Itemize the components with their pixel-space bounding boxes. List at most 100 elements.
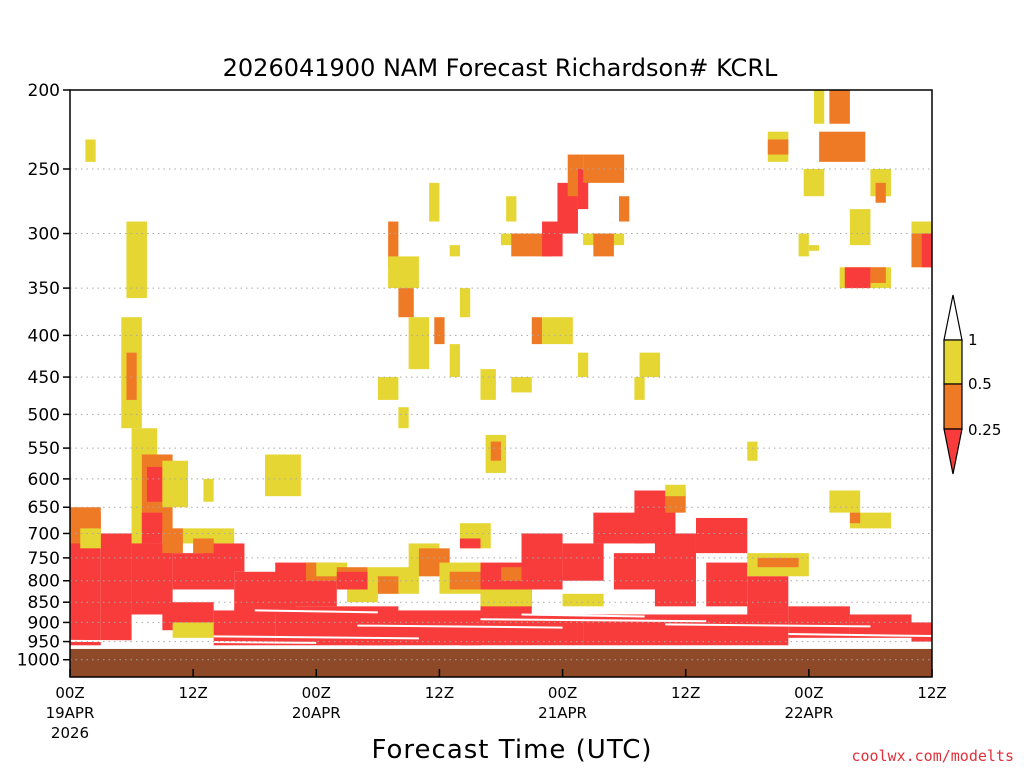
chart-title: 2026041900 NAM Forecast Richardson# KCRL: [223, 54, 778, 82]
ri-cell-yellow: [203, 478, 214, 502]
x-tick-label-hour: 12Z: [178, 684, 207, 702]
ri-cell-yellow: [377, 377, 399, 400]
ri-cell-red: [521, 533, 563, 590]
x-tick-label-hour: 12Z: [671, 684, 700, 702]
ri-cell-yellow: [501, 233, 517, 246]
y-tick-label-700: 700: [28, 524, 60, 544]
ri-cell-red: [213, 610, 276, 646]
ri-cell-orange: [757, 557, 799, 568]
legend-label-0.25: 0.25: [968, 421, 1001, 439]
pressure-gridlines: [70, 168, 932, 661]
y-tick-label-800: 800: [28, 572, 60, 592]
ri-cell-orange: [434, 317, 445, 345]
ri-cell-yellow: [542, 317, 573, 345]
ri-cell-red: [100, 533, 132, 642]
ri-cell-red: [336, 571, 368, 590]
ri-cell-red: [141, 512, 163, 544]
ri-cell-orange: [501, 567, 522, 581]
ri-cell-yellow: [747, 441, 758, 461]
ri-cell-red: [849, 614, 912, 638]
ri-cell-orange: [849, 512, 861, 524]
y-tick-label-450: 450: [28, 368, 60, 388]
ri-cell-yellow: [388, 256, 419, 289]
ri-cell-orange: [490, 441, 501, 461]
ri-cell-orange: [162, 528, 183, 554]
legend-below-0.25: [943, 428, 963, 475]
y-tick-label-900: 900: [28, 613, 60, 633]
ri-cell-red: [146, 466, 163, 502]
ri-cell-yellow: [459, 288, 471, 318]
ri-cell-yellow: [803, 168, 825, 197]
y-tick-label-550: 550: [28, 439, 60, 459]
y-tick-label-950: 950: [28, 633, 60, 653]
x-axis-label: Forecast Time (UTC): [371, 735, 652, 765]
ri-cell-yellow: [162, 460, 189, 508]
ri-cell-red: [577, 168, 589, 210]
ri-cell-orange: [531, 317, 543, 345]
legend-swatch-yellow: [943, 339, 963, 385]
ground-below-surface: [70, 648, 932, 677]
y-tick-label-1000: 1000: [17, 651, 60, 671]
ri-cell-red: [583, 614, 789, 646]
x-tick-label-year: 2026: [51, 724, 89, 742]
ri-cell-yellow: [798, 233, 809, 257]
ri-cell-red: [654, 533, 696, 607]
x-tick-label-hour: 00Z: [302, 684, 331, 702]
ri-gap-line: [788, 633, 932, 638]
ri-cell-orange: [126, 352, 137, 400]
legend-swatch-orange: [943, 383, 963, 430]
x-tick-label-hour: 00Z: [55, 684, 84, 702]
ri-cell-orange: [449, 571, 481, 590]
credit-text: coolwx.com/modelts: [851, 747, 1014, 765]
y-tick-label-750: 750: [28, 549, 60, 569]
y-tick-label-350: 350: [28, 279, 60, 299]
ri-cell-yellow: [398, 407, 409, 429]
ri-cell-red: [844, 267, 871, 289]
ri-cell-red: [562, 543, 604, 581]
ri-cell-orange: [767, 139, 789, 155]
ri-cell-yellow: [511, 377, 532, 393]
ri-cell-orange: [870, 267, 886, 284]
legend-label-0.5: 0.5: [968, 375, 992, 393]
ri-cell-orange: [875, 182, 886, 203]
ri-cell-yellow: [80, 528, 101, 549]
ground-fill: [70, 648, 932, 677]
x-axis-forecast-time: 00Z 19APR 2026 12Z 00Z 20APR 12Z 00Z 21APR 12Z 00Z…: [46, 669, 947, 742]
y-tick-label-250: 250: [28, 160, 60, 180]
ri-gap-line: [665, 623, 871, 628]
ri-cell-yellow: [85, 139, 96, 162]
ri-cell-yellow: [126, 221, 147, 299]
ri-cell-red: [459, 538, 481, 549]
ri-cell-red: [542, 221, 563, 257]
ri-cell-orange: [193, 538, 214, 554]
y-tick-label-400: 400: [28, 326, 60, 346]
ri-cell-yellow: [932, 553, 942, 562]
ri-cell-yellow: [577, 352, 589, 378]
ri-cell-yellow: [808, 245, 820, 251]
x-tick-label-hour: 12Z: [917, 684, 946, 702]
ri-gap-line: [480, 618, 707, 623]
ri-cell-yellow: [639, 352, 661, 378]
x-tick-label-date: 20APR: [292, 704, 341, 722]
y-tick-label-650: 650: [28, 498, 60, 518]
y-tick-label-500: 500: [28, 405, 60, 425]
ri-gap-line: [70, 639, 317, 644]
ri-cell-yellow: [665, 484, 686, 497]
legend-above-1: [943, 294, 963, 341]
ri-cell-yellow: [932, 630, 942, 641]
ri-cell-yellow: [264, 454, 301, 497]
y-axis-pressure: 200 250 300 350 400 450 500 550 600 650 700 750 8008…: [17, 81, 70, 671]
ri-gap-line: [521, 613, 645, 618]
ri-cell-yellow: [813, 90, 825, 124]
y-tick-label-200: 200: [28, 81, 60, 101]
ri-cell-yellow: [849, 209, 871, 246]
color-legend: 1 0.5 0.25: [943, 294, 1001, 475]
ri-cell-yellow: [172, 622, 214, 638]
x-tick-label-hour: 00Z: [548, 684, 577, 702]
ri-cell-yellow: [480, 589, 532, 607]
legend-label-1: 1: [968, 331, 978, 349]
ri-cell-red: [911, 622, 932, 642]
ri-cell-yellow: [172, 528, 235, 544]
x-tick-label-hour: 00Z: [794, 684, 823, 702]
